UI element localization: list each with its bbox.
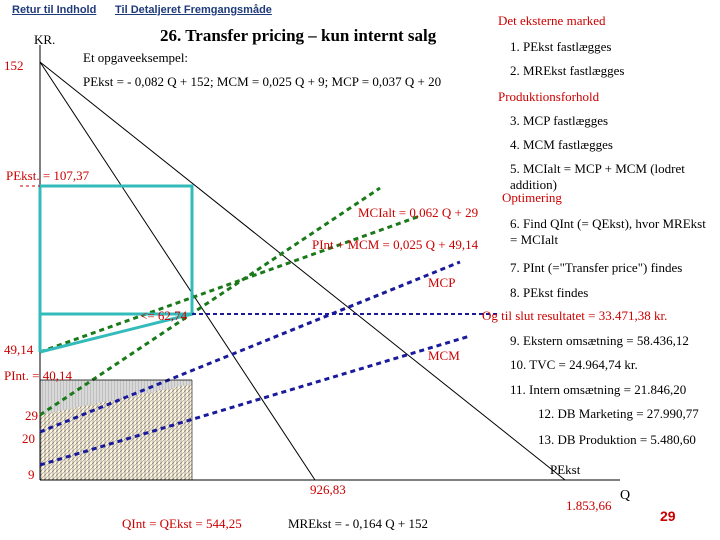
example-label: Et opgaveeksempel: — [83, 50, 189, 65]
cyan-box — [38, 184, 194, 316]
back-link[interactable]: Retur til Indhold — [12, 4, 97, 16]
step-7: 7. PInt (="Transfer price") findes — [510, 260, 683, 275]
mcp-label: MCP — [428, 275, 456, 290]
tvc-area — [40, 384, 192, 480]
page-title: 26. Transfer pricing – kun internt salg — [160, 26, 437, 45]
mr-curve — [39, 61, 316, 481]
optimization-header: Optimering — [502, 190, 562, 205]
step-5: 5. MCIalt = MCP + MCM (lodret addition) — [510, 161, 685, 192]
result-header: Og til slut resultatet = 33.471,38 kr. — [482, 308, 668, 323]
y-tick-9: 9 — [28, 467, 35, 482]
step-4: 4. MCM fastlægges — [510, 137, 613, 152]
step-2: 2. MREkst fastlægges — [510, 63, 625, 78]
y-tick-29: 29 — [25, 408, 38, 423]
detail-link[interactable]: Til Detaljeret Fremgangsmåde — [115, 4, 272, 16]
y-tick-20: 20 — [22, 431, 35, 446]
x-tick-1853: 1.853,66 — [566, 498, 612, 513]
x-tick-926: 926,83 — [310, 482, 346, 497]
pekst-label: PEkst — [550, 462, 581, 477]
pint-mcm-curve — [39, 214, 421, 354]
pekst-curve — [39, 61, 566, 481]
production-header: Produktionsforhold — [498, 89, 600, 104]
qint-value: QInt = QEkst = 544,25 — [122, 516, 242, 531]
mcm-curve — [39, 334, 471, 467]
cyan-link — [39, 312, 193, 354]
mctotal-label: MCIalt = 0,062 Q + 29 — [358, 205, 479, 220]
step-6: 6. Find QInt (= QEkst), hvor MREkst = MC… — [510, 216, 706, 247]
mcm-label: MCM — [428, 348, 460, 363]
y-tick-49: 49,14 — [4, 342, 34, 357]
example-equation: PEkst = - 0,082 Q + 152; MCM = 0,025 Q +… — [83, 74, 442, 89]
mr-label: MREkst = - 0,164 Q + 152 — [288, 516, 428, 531]
step-1: 1. PEkst fastlægges — [510, 39, 612, 54]
pekst-value: PEkst. = 107,37 — [6, 168, 90, 183]
step-11: 11. Intern omsætning = 21.846,20 — [510, 382, 687, 397]
y-tick-152: 152 — [4, 58, 24, 73]
step-10: 10. TVC = 24.964,74 kr. — [510, 357, 638, 372]
value-6274: <= 62,74 — [140, 308, 188, 323]
step-3: 3. MCP fastlægges — [510, 113, 609, 128]
pint-value: PInt. = 40,14 — [4, 368, 73, 383]
y-axis-label: KR. — [34, 32, 56, 47]
step-8: 8. PEkst findes — [510, 285, 589, 300]
step-13: 13. DB Produktion = 5.480,60 — [538, 432, 696, 447]
pint-mcm-label: PInt + MCM = 0,025 Q + 49,14 — [312, 237, 479, 252]
mcp-curve — [39, 260, 461, 434]
step-12: 12. DB Marketing = 27.990,77 — [538, 406, 699, 421]
page-number: 29 — [660, 508, 676, 524]
step-9: 9. Ekstern omsætning = 58.436,12 — [510, 333, 689, 348]
market-header: Det eksterne marked — [498, 13, 606, 28]
x-axis-label: Q — [620, 488, 631, 503]
